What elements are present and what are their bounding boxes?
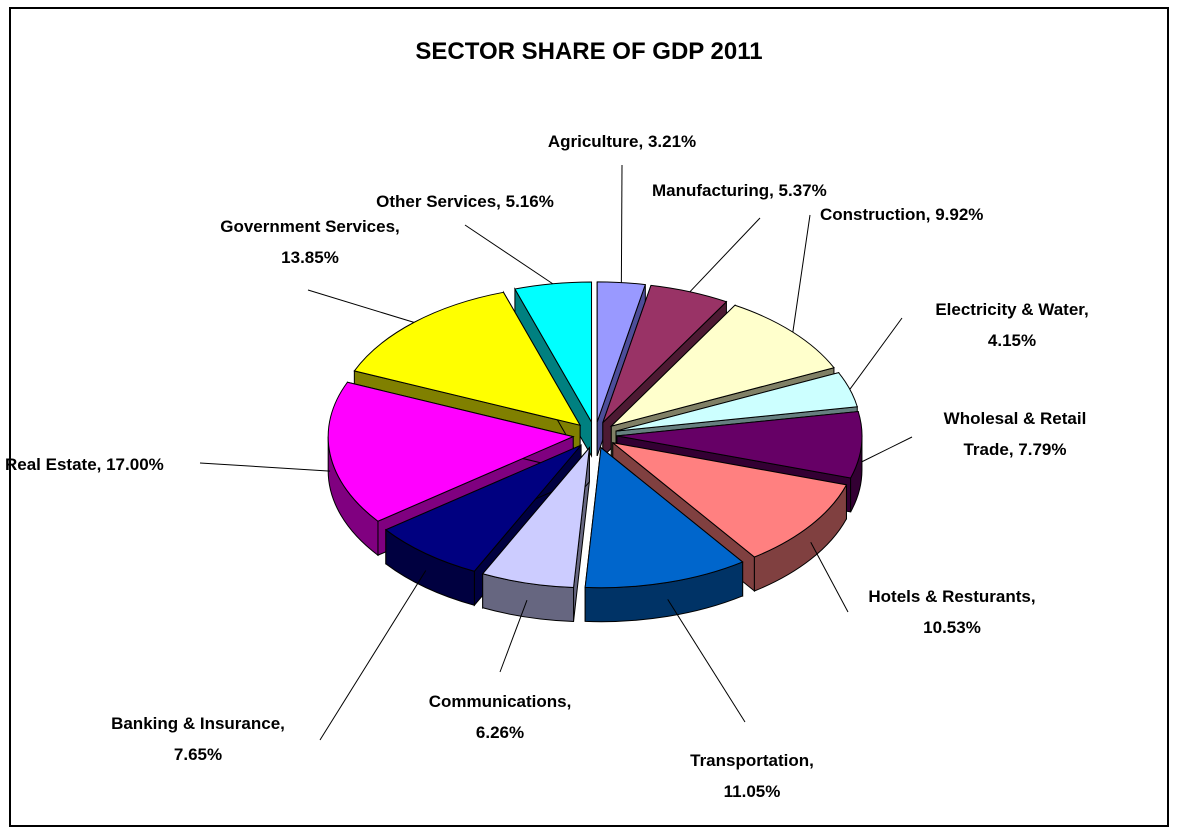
data-label-construction: Construction, 9.92% xyxy=(820,205,983,224)
data-label-communications: Communications, 6.26% xyxy=(429,692,572,742)
data-label-manufacturing: Manufacturing, 5.37% xyxy=(652,181,827,200)
leader-line-banking-and-insurance xyxy=(319,570,427,741)
data-labels: Agriculture, 3.21% Manufacturing, 5.37% Co… xyxy=(5,132,1089,801)
slice-top-communications xyxy=(481,446,591,588)
leader-line-wholesal-and-retail-trade xyxy=(861,436,913,463)
data-label-hotels-and-resturants: Hotels & Resturants, 10.53% xyxy=(868,587,1035,637)
chart-title: SECTOR SHARE OF GDP 2011 xyxy=(415,38,763,65)
leader-line-hotels-and-resturants xyxy=(810,542,849,613)
slice-top-wholesal-and-retail-trade xyxy=(616,410,863,479)
data-label-other-services: Other Services, 5.16% xyxy=(376,192,554,211)
leader-line-other-services xyxy=(464,224,553,285)
slice-top-real-estate xyxy=(327,381,575,522)
leader-line-real-estate xyxy=(199,462,331,472)
data-label-wholesal-and-retail-trade: Wholesal & Retail Trade, 7.79% xyxy=(944,409,1087,459)
leader-line-communications xyxy=(499,599,528,673)
slice-top-government-services xyxy=(353,291,582,427)
data-label-electricity-and-water: Electricity & Water, 4.15% xyxy=(935,300,1088,350)
data-label-banking-and-insurance: Banking & Insurance, 7.65% xyxy=(111,714,285,764)
leader-line-electricity-and-water xyxy=(849,317,903,390)
data-label-real-estate: Real Estate, 17.00% xyxy=(5,455,164,474)
slice-top-construction xyxy=(609,304,835,428)
data-label-transportation: Transportation, 11.05% xyxy=(690,751,814,801)
leader-line-construction xyxy=(792,214,811,333)
leader-line-government-services xyxy=(307,289,415,323)
slice-top-manufacturing xyxy=(602,284,728,424)
data-label-government-services: Government Services, 13.85% xyxy=(220,217,400,267)
slice-top-electricity-and-water xyxy=(615,372,858,432)
slice-communications xyxy=(481,446,591,622)
slice-top-transportation xyxy=(584,446,744,589)
slice-top-hotels-and-resturants xyxy=(612,442,848,558)
leader-line-agriculture xyxy=(620,164,623,283)
slice-transportation xyxy=(584,446,744,623)
slice-top-other-services xyxy=(514,281,593,424)
leader-line-manufacturing xyxy=(689,217,761,293)
leader-line-transportation xyxy=(667,599,746,723)
slice-top-agriculture xyxy=(596,281,647,423)
data-label-agriculture: Agriculture, 3.21% xyxy=(548,132,696,151)
slice-top-banking-and-insurance xyxy=(384,444,582,572)
